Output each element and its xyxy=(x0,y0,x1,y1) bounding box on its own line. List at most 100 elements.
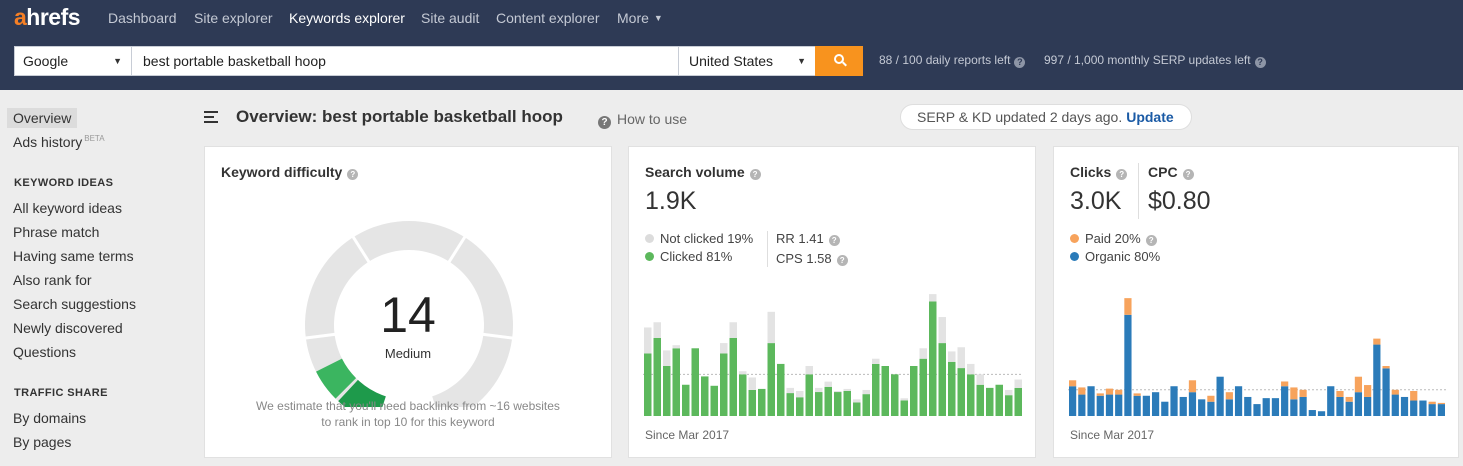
update-link[interactable]: Update xyxy=(1126,109,1174,125)
sidebar-item-all-keyword-ideas[interactable]: All keyword ideas xyxy=(13,200,122,216)
bar-segment[interactable] xyxy=(663,366,671,416)
bar-segment[interactable] xyxy=(862,389,871,395)
help-icon[interactable]: ? xyxy=(1014,57,1026,68)
bar-segment[interactable] xyxy=(1014,387,1023,416)
bar-segment[interactable] xyxy=(1354,392,1363,416)
bar-segment[interactable] xyxy=(1078,394,1086,416)
bar-segment[interactable] xyxy=(834,391,842,393)
bar-segment[interactable] xyxy=(1005,389,1013,396)
bar-segment[interactable] xyxy=(995,384,1004,416)
bar-segment[interactable] xyxy=(1142,395,1150,416)
bar-segment[interactable] xyxy=(691,348,700,416)
bar-segment[interactable] xyxy=(1014,379,1023,388)
bar-segment[interactable] xyxy=(824,386,833,416)
bar-segment[interactable] xyxy=(644,353,652,417)
nav-content-explorer[interactable]: Content explorer xyxy=(496,10,600,26)
bar-segment[interactable] xyxy=(1373,338,1381,345)
bar-segment[interactable] xyxy=(900,400,909,416)
bar-segment[interactable] xyxy=(748,377,757,390)
bar-segment[interactable] xyxy=(1410,391,1418,401)
help-icon[interactable]: ? xyxy=(836,255,848,266)
bar-segment[interactable] xyxy=(957,347,966,369)
bar-segment[interactable] xyxy=(805,374,814,416)
bar-segment[interactable] xyxy=(672,345,681,349)
bar-segment[interactable] xyxy=(948,351,956,362)
bar-segment[interactable] xyxy=(1244,396,1252,416)
bar-segment[interactable] xyxy=(1105,388,1114,395)
bar-segment[interactable] xyxy=(644,327,652,354)
bar-segment[interactable] xyxy=(1078,387,1086,395)
bar-segment[interactable] xyxy=(900,398,909,401)
bar-segment[interactable] xyxy=(1419,400,1427,416)
bar-segment[interactable] xyxy=(1373,344,1381,416)
bar-segment[interactable] xyxy=(1216,376,1224,416)
how-to-use-link[interactable]: ? How to use xyxy=(598,111,687,129)
help-icon[interactable]: ? xyxy=(1145,235,1157,246)
bar-segment[interactable] xyxy=(1400,396,1409,416)
bar-segment[interactable] xyxy=(1336,391,1344,397)
sidebar-item-also-rank-for[interactable]: Also rank for xyxy=(13,272,92,288)
bar-segment[interactable] xyxy=(1096,395,1104,416)
bar-segment[interactable] xyxy=(748,389,757,416)
bar-segment[interactable] xyxy=(1364,385,1372,397)
bar-segment[interactable] xyxy=(1281,386,1289,416)
nav-site-audit[interactable]: Site audit xyxy=(421,10,480,26)
bar-segment[interactable] xyxy=(701,376,709,416)
help-icon[interactable]: ? xyxy=(1182,169,1194,180)
bar-segment[interactable] xyxy=(796,391,804,398)
bar-segment[interactable] xyxy=(843,391,852,416)
bar-segment[interactable] xyxy=(1317,411,1326,416)
bar-segment[interactable] xyxy=(910,366,918,416)
bar-segment[interactable] xyxy=(824,381,833,387)
bar-segment[interactable] xyxy=(1271,398,1280,416)
bar-segment[interactable] xyxy=(872,363,880,416)
keyword-input[interactable]: best portable basketball hoop xyxy=(131,46,679,76)
search-button[interactable] xyxy=(815,46,863,76)
bar-segment[interactable] xyxy=(1133,395,1141,416)
bar-segment[interactable] xyxy=(796,397,804,416)
sidebar-item-search-suggestions[interactable]: Search suggestions xyxy=(13,296,136,312)
bar-segment[interactable] xyxy=(1124,298,1132,315)
bar-segment[interactable] xyxy=(758,388,766,416)
bar-segment[interactable] xyxy=(1327,386,1335,416)
bar-segment[interactable] xyxy=(1188,392,1197,416)
bar-segment[interactable] xyxy=(653,322,662,338)
bar-segment[interactable] xyxy=(1382,368,1390,416)
bar-segment[interactable] xyxy=(1345,396,1353,402)
search-engine-select[interactable]: Google ▼ xyxy=(14,46,132,76)
nav-keywords-explorer[interactable]: Keywords explorer xyxy=(289,10,405,26)
bar-segment[interactable] xyxy=(1234,386,1243,416)
bar-segment[interactable] xyxy=(1115,389,1123,395)
bar-segment[interactable] xyxy=(1354,376,1363,393)
menu-icon[interactable] xyxy=(204,111,218,126)
bar-segment[interactable] xyxy=(1428,401,1436,405)
bar-segment[interactable] xyxy=(919,348,928,359)
bar-segment[interactable] xyxy=(919,358,928,416)
bar-segment[interactable] xyxy=(1336,396,1344,416)
bar-segment[interactable] xyxy=(1253,404,1261,416)
sidebar-item-newly-discovered[interactable]: Newly discovered xyxy=(13,320,123,336)
bar-segment[interactable] xyxy=(720,343,728,354)
nav-more[interactable]: More ▼ xyxy=(617,10,663,26)
sidebar-item-phrase-match[interactable]: Phrase match xyxy=(13,224,100,240)
bar-segment[interactable] xyxy=(767,343,776,416)
bar-segment[interactable] xyxy=(967,374,975,416)
bar-segment[interactable] xyxy=(938,343,947,416)
bar-segment[interactable] xyxy=(653,337,662,416)
bar-segment[interactable] xyxy=(834,392,842,416)
sidebar-item-ads-history[interactable]: Ads history BETA xyxy=(13,134,105,150)
bar-segment[interactable] xyxy=(872,358,880,364)
bar-segment[interactable] xyxy=(1299,396,1307,416)
sidebar-item-by-pages[interactable]: By pages xyxy=(13,434,72,450)
bar-segment[interactable] xyxy=(815,392,823,416)
bar-segment[interactable] xyxy=(986,387,994,416)
bar-segment[interactable] xyxy=(1069,380,1077,387)
bar-segment[interactable] xyxy=(1207,401,1215,416)
bar-segment[interactable] xyxy=(1281,381,1289,387)
bar-segment[interactable] xyxy=(1428,404,1436,416)
bar-segment[interactable] xyxy=(786,393,795,416)
bar-segment[interactable] xyxy=(967,363,975,375)
bar-segment[interactable] xyxy=(929,301,937,416)
bar-segment[interactable] xyxy=(1382,366,1390,369)
bar-segment[interactable] xyxy=(1391,389,1399,395)
